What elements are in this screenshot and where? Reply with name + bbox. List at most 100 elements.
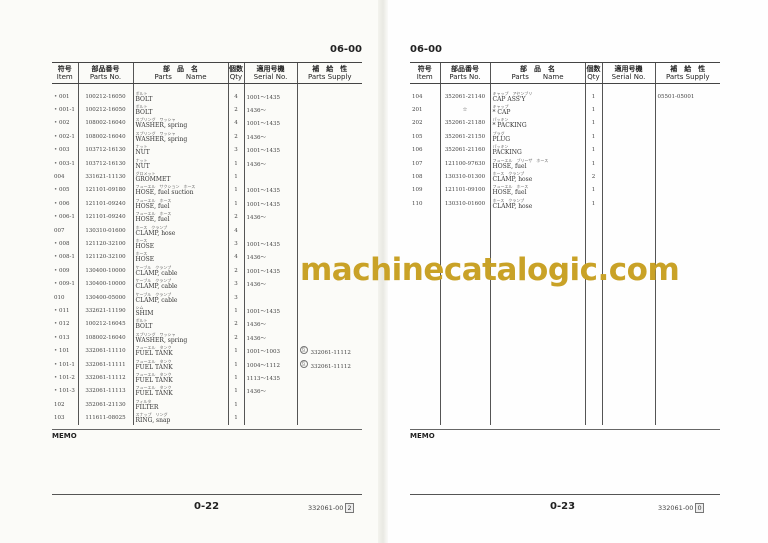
item-cell: • 006 bbox=[52, 197, 78, 210]
quantity: 1 bbox=[227, 304, 244, 318]
part-name-cell: ケーブル クランプ CLAMP, cable bbox=[132, 264, 228, 278]
item-cell: • 001 bbox=[52, 90, 78, 103]
item-number: 101-1 bbox=[59, 361, 75, 368]
part-name: CLAMP, hose bbox=[492, 176, 533, 184]
section-number: 06-00 bbox=[410, 44, 442, 55]
table-row: • 009 130400-10000 ケーブル クランプ CLAMP, cable 2 1… bbox=[52, 264, 362, 278]
serial-range: 1001～1435 bbox=[243, 304, 297, 318]
header-supply: 補 給 性 Parts Supply bbox=[296, 62, 362, 84]
table-row: 106 352061-21160 パッキン PACKING 1 bbox=[410, 143, 720, 157]
quantity: 1 bbox=[584, 103, 602, 117]
part-number: 100212-16050 bbox=[77, 103, 133, 117]
item-cell: • 013 bbox=[52, 331, 78, 344]
part-number: 121101-09240 bbox=[77, 210, 133, 224]
quantity: 4 bbox=[227, 116, 244, 131]
memo-label: MEMO bbox=[52, 429, 362, 440]
part-name-kana: ホース クランプ bbox=[492, 197, 525, 203]
parts-supply bbox=[296, 371, 362, 385]
parts-supply: 互332061-11112 bbox=[296, 344, 362, 358]
item-number: 201 bbox=[412, 107, 423, 114]
part-name-cell: フューエル サクション ホース HOSE, fuel suction bbox=[132, 183, 228, 198]
bullet: • bbox=[54, 334, 58, 341]
header-serial: 適用号機 Serial No. bbox=[243, 62, 297, 84]
part-name: HOSE bbox=[135, 242, 155, 250]
header-item-jp: 符号 bbox=[57, 65, 72, 73]
part-number: 352061-21140 bbox=[439, 90, 490, 104]
part-name: RING, snap bbox=[135, 417, 171, 425]
parts-supply bbox=[296, 130, 362, 144]
item-cell: • 006-1 bbox=[52, 211, 78, 224]
header-serial-jp: 適用号機 bbox=[614, 65, 643, 73]
part-number: 332061-11111 bbox=[77, 357, 133, 372]
part-name-cell: フューエル ホース HOSE, fuel bbox=[132, 197, 228, 211]
header-partno-jp: 部品番号 bbox=[91, 65, 120, 73]
part-name: HOSE, fuel bbox=[135, 216, 170, 224]
item-number: 108 bbox=[412, 174, 423, 181]
parts-supply bbox=[296, 143, 362, 157]
quantity: 2 bbox=[584, 170, 602, 184]
part-name-kana: フューエル ホース bbox=[135, 197, 172, 203]
header-name-en: Parts Name bbox=[511, 73, 564, 81]
header-name-jp: 部 品 名 bbox=[520, 65, 555, 73]
part-name: FUEL TANK bbox=[135, 363, 173, 371]
item-cell: 103 bbox=[52, 411, 78, 424]
right-page: 06-00 符号 Item 部品番号 Parts No. 部 品 名 Parts Name… bbox=[384, 0, 768, 543]
empty-row bbox=[410, 357, 720, 372]
part-name-cell: キャップ アセンブリ CAP ASS'Y bbox=[489, 90, 585, 104]
item-cell: 007 bbox=[52, 224, 78, 237]
parts-supply bbox=[296, 197, 362, 211]
page-number: 0-22 bbox=[194, 501, 220, 512]
item-number: 105 bbox=[412, 133, 423, 140]
table-row: 007 130310-01600 ホース クランプ CLAMP, hose 4 bbox=[52, 223, 362, 238]
parts-supply bbox=[654, 183, 720, 198]
part-name-cell: ホース クランプ CLAMP, hose bbox=[489, 170, 585, 184]
part-number: 352061-21160 bbox=[439, 143, 490, 157]
item-number: 101-2 bbox=[59, 374, 75, 381]
part-number: 108002-16040 bbox=[77, 331, 133, 345]
table-row: 010 130400-05000 ケーブル クランプ CLAMP, cable 3 bbox=[52, 290, 362, 305]
header-item-en: Item bbox=[56, 73, 73, 81]
serial-range: 1001～1435 bbox=[243, 264, 297, 278]
item-cell: • 101-2 bbox=[52, 371, 78, 384]
interchangeable-mark-icon: 互 bbox=[299, 359, 308, 368]
bullet: • bbox=[54, 348, 58, 355]
item-cell: 104 bbox=[410, 90, 440, 103]
empty-row bbox=[410, 250, 720, 265]
bullet: • bbox=[54, 187, 58, 194]
empty-row bbox=[410, 304, 720, 318]
part-name-cell: ナット NUT bbox=[132, 143, 228, 157]
header-item-en: Item bbox=[416, 73, 433, 81]
part-name-kana: ホース bbox=[135, 237, 148, 243]
part-name-kana: フューエル タンク bbox=[135, 371, 172, 377]
table-row: 108 130310-01300 ホース クランプ CLAMP, hose 2 bbox=[410, 170, 720, 184]
table-row: • 008 121120-32100 ホース HOSE 3 1001～1435 bbox=[52, 237, 362, 251]
page-number: 0-23 bbox=[550, 501, 576, 512]
catalog-code-text: 332061-00 bbox=[658, 504, 694, 512]
item-cell: • 101-3 bbox=[52, 385, 78, 398]
part-name-cell: フィルタ FILTER bbox=[132, 397, 228, 412]
part-name: BOLT bbox=[135, 323, 153, 331]
part-number: 332621-11190 bbox=[77, 304, 133, 318]
parts-supply bbox=[296, 317, 362, 332]
empty-row bbox=[410, 317, 720, 332]
item-cell: • 012 bbox=[52, 318, 78, 331]
part-name: NUT bbox=[135, 162, 150, 170]
item-number: 006 bbox=[59, 200, 70, 207]
bullet: • bbox=[54, 160, 58, 167]
empty-row bbox=[410, 384, 720, 398]
parts-supply bbox=[654, 170, 720, 184]
part-number: ☆ bbox=[439, 103, 490, 117]
bullet: • bbox=[54, 254, 58, 261]
serial-range: 1001～1435 bbox=[243, 183, 297, 198]
bullet: • bbox=[54, 388, 58, 395]
part-name-kana: フューエル サクション ホース bbox=[135, 184, 196, 190]
serial-range: 1436～ bbox=[243, 331, 297, 345]
part-name: CLAMP, cable bbox=[135, 296, 178, 304]
parts-supply bbox=[296, 210, 362, 224]
serial-range bbox=[243, 290, 297, 305]
part-name: FILTER bbox=[135, 403, 159, 411]
section-number: 06-00 bbox=[330, 44, 362, 55]
quantity: 1 bbox=[227, 170, 244, 184]
part-name-kana: フューエル タンク bbox=[135, 345, 172, 351]
item-number: 009 bbox=[59, 267, 70, 274]
